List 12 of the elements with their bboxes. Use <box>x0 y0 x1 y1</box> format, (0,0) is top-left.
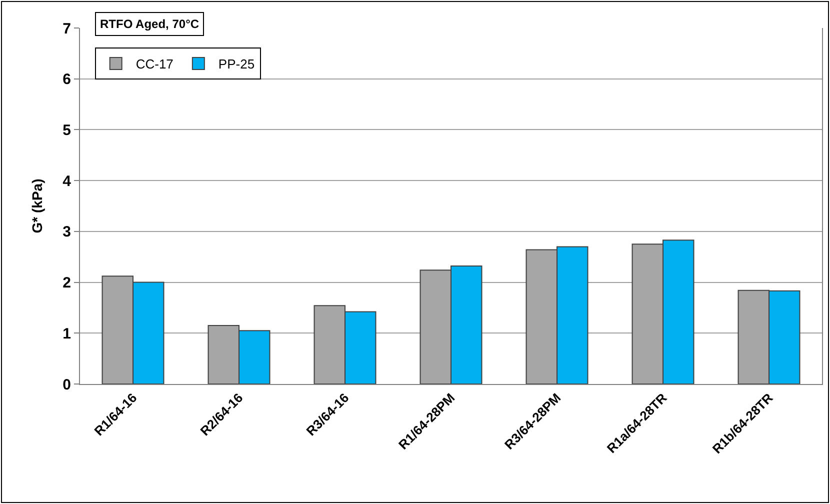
y-tick-label: 3 <box>62 224 71 241</box>
y-tick-label: 7 <box>62 20 71 38</box>
y-tick-label: 5 <box>62 122 71 139</box>
y-axis-title: G* (kPa) <box>29 178 45 234</box>
legend-label: PP-25 <box>218 56 255 72</box>
y-tick-label: 2 <box>62 274 71 292</box>
legend-title: RTFO Aged, 70°C <box>100 17 200 31</box>
y-tick-label: 4 <box>62 172 72 190</box>
legend-label: CC-17 <box>136 56 174 72</box>
y-tick-label: 0 <box>62 376 71 394</box>
y-tick-label: 6 <box>62 71 71 88</box>
y-tick-label: 1 <box>62 325 71 342</box>
